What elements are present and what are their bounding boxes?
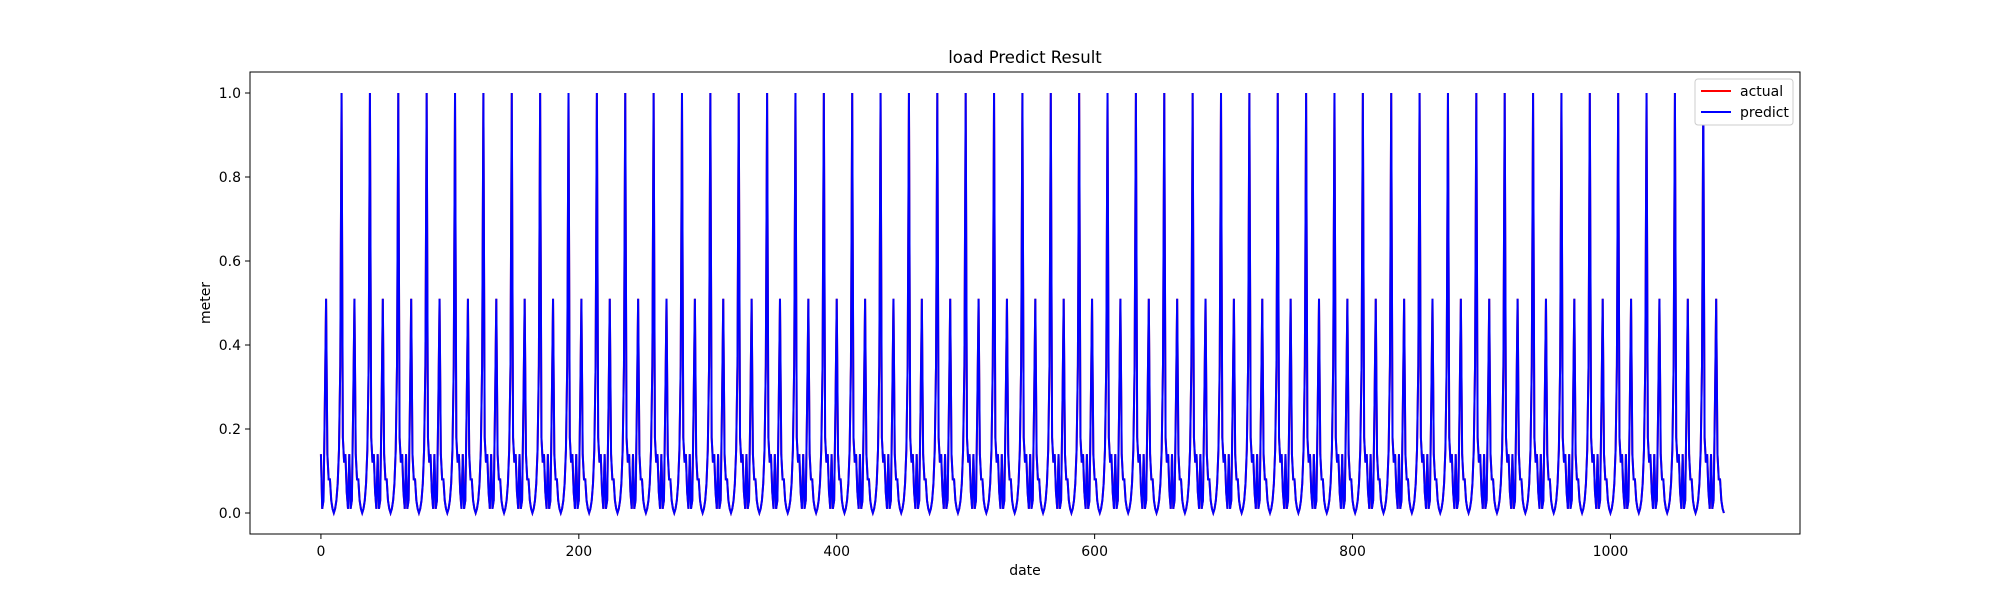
y-tick-label: 0.4: [219, 338, 241, 354]
x-tick-label: 0: [316, 544, 325, 560]
legend-actual-label: actual: [1740, 84, 1783, 100]
x-tick-label: 600: [1081, 544, 1108, 560]
x-tick-label: 1000: [1593, 544, 1629, 560]
y-tick-label: 0.2: [219, 422, 241, 438]
chart-title: load Predict Result: [948, 48, 1102, 67]
y-tick-label: 0.8: [219, 170, 241, 186]
y-tick-label: 0.0: [219, 506, 241, 522]
y-axis-label: meter: [198, 282, 214, 324]
legend-predict-label: predict: [1740, 105, 1789, 121]
y-tick-label: 1.0: [219, 86, 241, 102]
plot-frame: [249, 71, 1801, 535]
x-tick-label: 800: [1339, 544, 1366, 560]
predict-series-line: [319, 92, 1725, 517]
x-axis-label: date: [1009, 563, 1041, 579]
x-tick-label: 200: [565, 544, 592, 560]
y-axis: 0.0 0.2 0.4 0.6 0.8 1.0: [219, 86, 250, 522]
x-tick-label: 400: [823, 544, 850, 560]
legend: actual predict: [1694, 78, 1794, 126]
plot-area: [249, 71, 1801, 535]
x-axis: 0 200 400 600 800 1000: [316, 534, 1628, 560]
y-tick-label: 0.6: [219, 254, 241, 270]
